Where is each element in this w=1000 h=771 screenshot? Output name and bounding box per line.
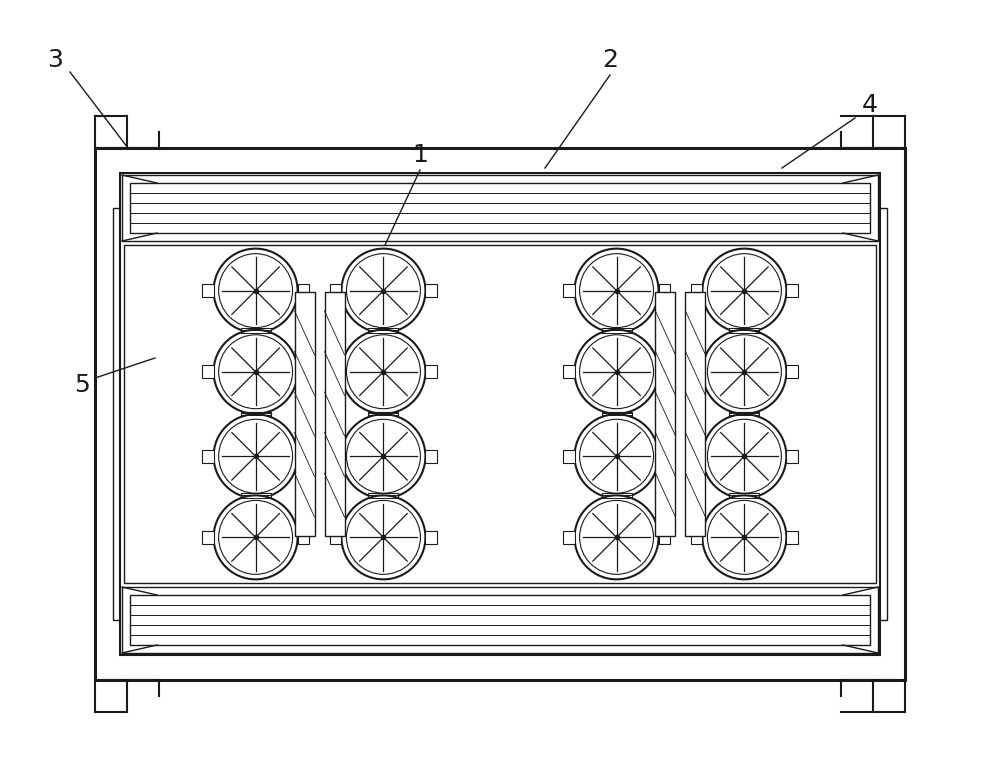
Bar	[202, 449, 214, 463]
Bar	[425, 449, 437, 463]
Circle shape	[214, 496, 298, 579]
Bar	[202, 530, 214, 544]
Bar	[869, 208, 887, 620]
Circle shape	[575, 496, 659, 579]
Bar	[241, 328, 271, 335]
Bar	[325, 292, 345, 536]
Bar	[729, 493, 759, 500]
Circle shape	[702, 248, 786, 332]
Circle shape	[219, 254, 293, 328]
Bar	[655, 292, 675, 536]
Text: 4: 4	[862, 93, 878, 117]
Text: 3: 3	[47, 48, 63, 72]
Circle shape	[346, 419, 420, 493]
Bar	[298, 530, 309, 544]
Bar	[298, 284, 309, 298]
Circle shape	[214, 248, 298, 332]
Circle shape	[346, 500, 420, 574]
Circle shape	[341, 496, 425, 579]
Circle shape	[575, 414, 659, 498]
Circle shape	[341, 330, 425, 414]
Circle shape	[575, 330, 659, 414]
Circle shape	[346, 335, 420, 409]
Circle shape	[702, 414, 786, 498]
Bar	[729, 412, 759, 416]
Bar	[130, 595, 870, 645]
Bar	[659, 365, 670, 379]
Bar	[368, 328, 398, 335]
Circle shape	[341, 414, 425, 498]
Circle shape	[707, 335, 781, 409]
Circle shape	[707, 254, 781, 328]
Bar	[113, 208, 131, 620]
Text: 1: 1	[412, 143, 428, 167]
Circle shape	[575, 248, 659, 332]
Bar	[295, 292, 315, 536]
Bar	[659, 284, 670, 298]
Bar	[602, 328, 632, 335]
Bar	[729, 328, 759, 335]
Text: 2: 2	[602, 48, 618, 72]
Bar	[330, 449, 341, 463]
Circle shape	[214, 330, 298, 414]
Bar	[120, 173, 880, 655]
Bar	[330, 284, 341, 298]
Bar	[691, 284, 702, 298]
Bar	[124, 245, 876, 583]
Bar	[563, 449, 575, 463]
Bar	[786, 530, 798, 544]
Bar	[786, 365, 798, 379]
Circle shape	[341, 248, 425, 332]
Circle shape	[707, 419, 781, 493]
Circle shape	[580, 500, 654, 574]
Bar	[298, 449, 309, 463]
Circle shape	[214, 414, 298, 498]
Bar	[786, 449, 798, 463]
Bar	[368, 493, 398, 500]
Circle shape	[219, 335, 293, 409]
Bar	[425, 365, 437, 379]
Circle shape	[707, 500, 781, 574]
Bar	[659, 530, 670, 544]
Bar	[425, 284, 437, 298]
Bar	[130, 183, 870, 233]
Bar	[602, 493, 632, 500]
Circle shape	[580, 254, 654, 328]
Circle shape	[702, 330, 786, 414]
Circle shape	[580, 419, 654, 493]
Circle shape	[219, 419, 293, 493]
Bar	[691, 365, 702, 379]
Circle shape	[702, 496, 786, 579]
Bar	[563, 284, 575, 298]
Bar	[691, 530, 702, 544]
Bar	[202, 365, 214, 379]
Bar	[602, 412, 632, 416]
Bar	[95, 148, 905, 680]
Bar	[330, 530, 341, 544]
Bar	[298, 365, 309, 379]
Circle shape	[219, 500, 293, 574]
Circle shape	[346, 254, 420, 328]
Bar	[425, 530, 437, 544]
Bar	[691, 449, 702, 463]
Bar	[241, 412, 271, 416]
Bar	[563, 365, 575, 379]
Bar	[368, 412, 398, 416]
Bar	[241, 493, 271, 500]
Circle shape	[580, 335, 654, 409]
Bar	[122, 587, 878, 653]
Bar	[330, 365, 341, 379]
Bar	[563, 530, 575, 544]
Bar	[659, 449, 670, 463]
Bar	[685, 292, 705, 536]
Bar	[786, 284, 798, 298]
Bar	[202, 284, 214, 298]
Text: 5: 5	[74, 373, 90, 397]
Bar	[122, 175, 878, 241]
